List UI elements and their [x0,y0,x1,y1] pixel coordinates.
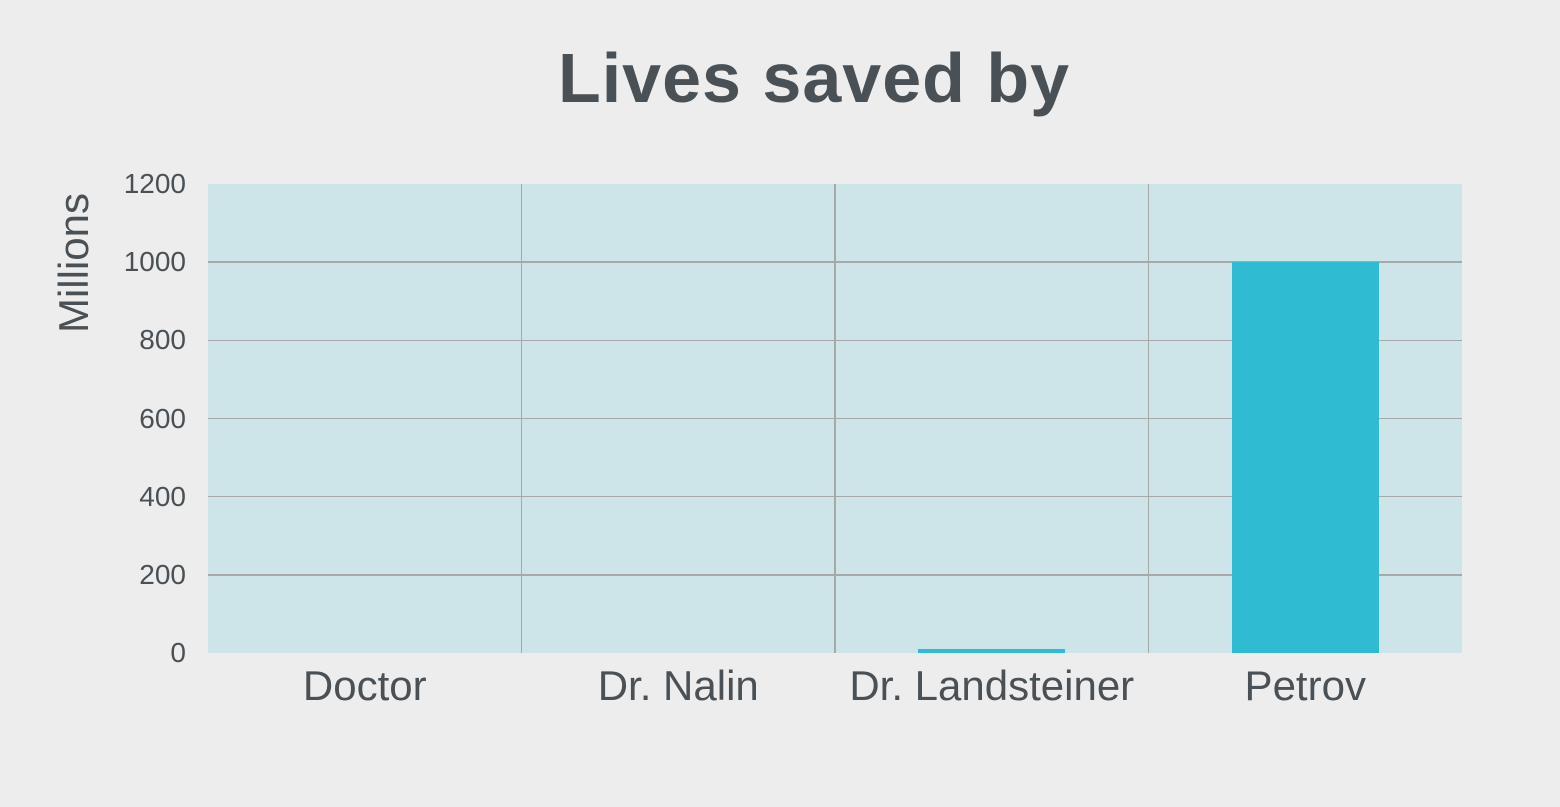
y-tick-label-200: 200 [139,558,186,590]
y-tick-label-1200: 1200 [123,168,186,199]
y-tick-label-400: 400 [139,480,186,512]
chart-title: Lives saved by [557,39,1071,117]
y-tick-label-600: 600 [139,402,186,434]
y-tick-label-1000: 1000 [123,246,186,278]
bar-dr-landsteiner [918,649,1066,653]
x-tick-label-dr-nalin: Dr. Nalin [597,662,759,709]
plot-area [208,184,1462,653]
y-tick-label-800: 800 [139,324,186,356]
y-tick-label-0: 0 [170,637,186,668]
v-gridline-3 [1147,184,1150,653]
v-gridline-2 [834,184,836,653]
x-tick-label-dr-landsteiner: Dr. Landsteiner [849,662,1135,709]
v-gridline-1 [520,184,523,653]
x-tick-label-petrov: Petrov [1244,662,1366,709]
x-tick-label-doctor: Doctor [302,662,427,709]
bar-petrov [1231,262,1379,653]
